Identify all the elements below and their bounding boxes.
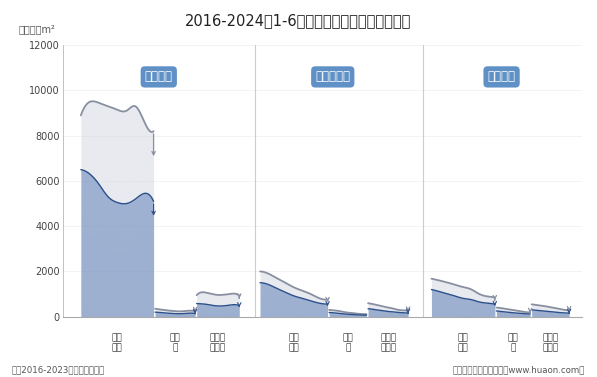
Text: 注：2016-2023年为全年度数据: 注：2016-2023年为全年度数据	[12, 365, 105, 374]
Text: 办公
楼: 办公 楼	[508, 333, 519, 352]
Text: 施工面积: 施工面积	[144, 70, 173, 83]
Text: 竣工面积: 竣工面积	[488, 70, 516, 83]
Text: 商品
住宅: 商品 住宅	[458, 333, 469, 352]
Text: 2016-2024年1-6月海南省房地产施工面积情况: 2016-2024年1-6月海南省房地产施工面积情况	[185, 13, 412, 28]
Text: 办公
楼: 办公 楼	[343, 333, 353, 352]
Text: 新开工面积: 新开工面积	[315, 70, 350, 83]
Text: 单位：万m²: 单位：万m²	[19, 25, 56, 34]
Text: 制图：华经产业研究院（www.huaon.com）: 制图：华经产业研究院（www.huaon.com）	[453, 365, 585, 374]
Text: 商品
住宅: 商品 住宅	[288, 333, 299, 352]
Text: 办公
楼: 办公 楼	[170, 333, 180, 352]
Text: 商业营
业用房: 商业营 业用房	[380, 333, 396, 352]
Text: 商业营
业用房: 商业营 业用房	[210, 333, 226, 352]
Text: 商业营
业用房: 商业营 业用房	[542, 333, 558, 352]
Text: 商品
住宅: 商品 住宅	[112, 333, 122, 352]
